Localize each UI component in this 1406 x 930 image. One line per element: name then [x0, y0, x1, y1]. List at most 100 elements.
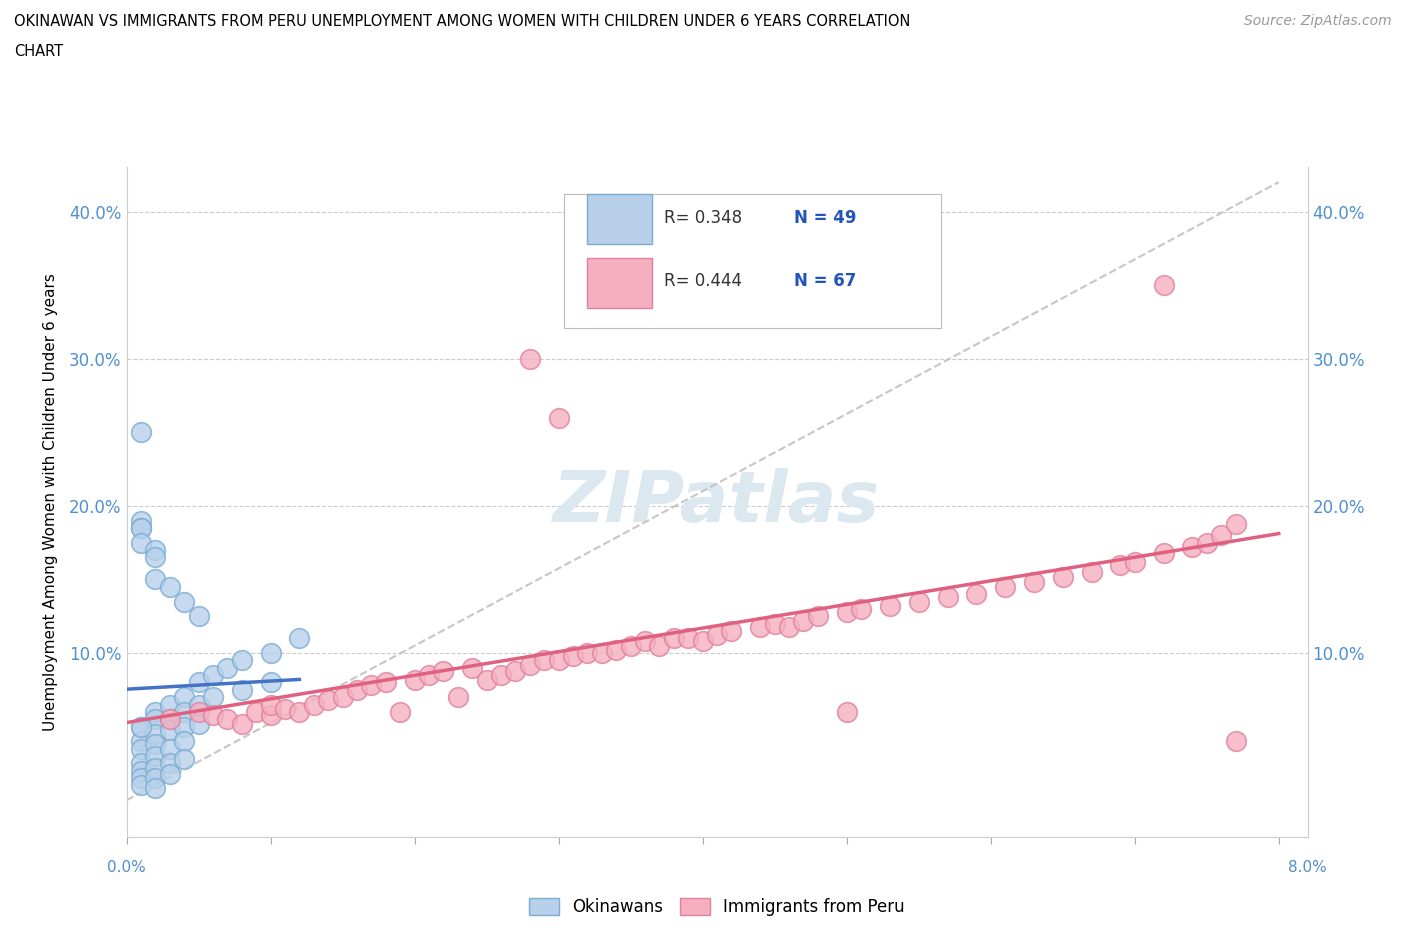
Point	[129, 741, 152, 756]
Point	[547, 410, 569, 425]
Point	[143, 749, 166, 764]
Point	[533, 653, 555, 668]
Point	[274, 701, 297, 716]
Text: 8.0%: 8.0%	[1288, 860, 1327, 875]
Text: CHART: CHART	[14, 44, 63, 59]
Point	[547, 653, 569, 668]
Text: 0.0%: 0.0%	[107, 860, 146, 875]
Text: R= 0.348: R= 0.348	[664, 208, 742, 227]
Point	[201, 708, 224, 723]
Point	[129, 764, 152, 778]
Point	[129, 521, 152, 536]
Point	[418, 668, 440, 683]
Point	[807, 609, 830, 624]
Point	[576, 645, 599, 660]
Point	[519, 658, 541, 672]
Point	[749, 619, 772, 634]
Point	[159, 756, 181, 771]
Point	[620, 638, 643, 653]
Point	[835, 704, 858, 719]
Point	[835, 604, 858, 619]
Point	[936, 590, 959, 604]
Point	[259, 675, 281, 690]
Point	[159, 722, 181, 737]
Point	[288, 704, 311, 719]
Point	[143, 711, 166, 726]
Point	[505, 663, 527, 678]
Point	[1123, 554, 1146, 569]
Point	[129, 719, 152, 734]
Point	[143, 572, 166, 587]
Point	[662, 631, 685, 645]
Point	[159, 698, 181, 712]
Point	[346, 683, 368, 698]
Point	[1109, 557, 1132, 572]
Point	[316, 693, 339, 708]
Point	[143, 737, 166, 751]
Point	[648, 638, 671, 653]
Point	[1022, 575, 1045, 590]
Point	[173, 690, 195, 705]
Text: N = 67: N = 67	[794, 272, 856, 290]
Point	[1080, 565, 1102, 579]
Point	[159, 711, 181, 726]
Point	[143, 771, 166, 786]
Point	[879, 599, 901, 614]
Point	[778, 619, 800, 634]
Point	[201, 668, 224, 683]
Text: ZIPatlas: ZIPatlas	[554, 468, 880, 537]
Point	[1211, 528, 1233, 543]
Point	[678, 631, 700, 645]
Point	[143, 761, 166, 776]
Point	[187, 704, 209, 719]
Point	[231, 683, 253, 698]
Point	[173, 704, 195, 719]
Text: R= 0.444: R= 0.444	[664, 272, 742, 290]
Point	[129, 778, 152, 793]
Text: Source: ZipAtlas.com: Source: ZipAtlas.com	[1244, 14, 1392, 28]
Point	[461, 660, 484, 675]
Point	[562, 648, 585, 663]
Point	[143, 726, 166, 741]
Point	[965, 587, 987, 602]
Point	[143, 704, 166, 719]
Point	[129, 756, 152, 771]
Point	[706, 628, 728, 643]
Point	[259, 698, 281, 712]
FancyBboxPatch shape	[564, 194, 942, 328]
Point	[129, 536, 152, 551]
Point	[475, 672, 498, 687]
Point	[173, 594, 195, 609]
Point	[173, 751, 195, 766]
Point	[259, 645, 281, 660]
Point	[634, 634, 657, 649]
Point	[591, 645, 613, 660]
Point	[231, 716, 253, 731]
Point	[187, 675, 209, 690]
Legend: Okinawans, Immigrants from Peru: Okinawans, Immigrants from Peru	[523, 891, 911, 923]
Point	[432, 663, 454, 678]
Point	[1225, 734, 1247, 749]
Text: N = 49: N = 49	[794, 208, 856, 227]
Point	[302, 698, 325, 712]
Point	[187, 716, 209, 731]
Point	[217, 711, 239, 726]
Point	[129, 719, 152, 734]
Point	[1153, 546, 1175, 561]
Point	[447, 690, 470, 705]
Point	[404, 672, 426, 687]
Point	[129, 771, 152, 786]
Point	[489, 668, 512, 683]
Point	[1195, 536, 1218, 551]
Point	[1181, 539, 1204, 554]
Point	[173, 734, 195, 749]
Point	[187, 609, 209, 624]
Point	[187, 698, 209, 712]
Point	[605, 643, 627, 658]
Point	[129, 425, 152, 440]
Point	[217, 660, 239, 675]
FancyBboxPatch shape	[588, 258, 652, 308]
Point	[159, 741, 181, 756]
Point	[374, 675, 396, 690]
Point	[143, 542, 166, 557]
